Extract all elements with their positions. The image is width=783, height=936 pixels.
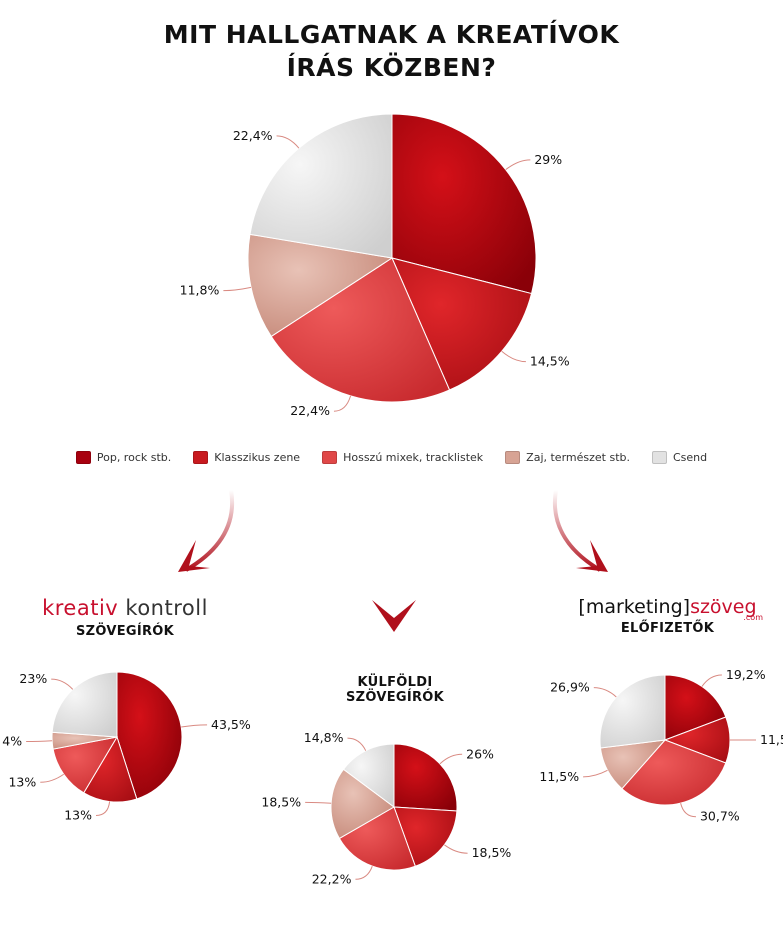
leader-line [355, 865, 373, 880]
legend-swatch [652, 451, 667, 464]
slice-label: 13% [8, 774, 36, 789]
kreativ-subtitle: SZÖVEGÍRÓK [75, 624, 175, 639]
pie-slice [664, 674, 727, 741]
legend-swatch [193, 451, 209, 464]
leader-line [305, 801, 332, 804]
pie-slice [393, 743, 458, 812]
pie-slice [391, 257, 533, 391]
kulfoldi-line1: KÜLFÖLDI [357, 675, 433, 690]
pie-slice [247, 233, 394, 338]
legend-item: Zaj, természet stb. [505, 451, 630, 464]
kulfoldi-pie: 26% 18,5% 22,2% 18,5% 14,8% [261, 730, 511, 886]
slice-label: 30,7% [700, 809, 740, 824]
legend-item: Hosszú mixek, tracklistek [322, 451, 483, 464]
slice-label: 14,5% [530, 354, 570, 369]
leader-line [583, 769, 608, 778]
legend-item: Pop, rock stb. [75, 451, 172, 464]
leader-line [276, 135, 300, 149]
slice-label: 14,8% [304, 730, 344, 745]
legend: Pop, rock stb. Klasszikus zene Hosszú mixe… [0, 451, 783, 464]
legend-item: Klasszikus zene [193, 451, 300, 464]
legend-label: Csend [673, 451, 708, 464]
slice-label: 19,2% [726, 667, 766, 682]
kreativ-kontroll-brand: kreativ kontroll SZÖVEGÍRÓK [20, 596, 230, 639]
slice-label: 18,5% [261, 794, 301, 809]
slice-label: 29% [534, 152, 562, 167]
arrow-left-icon [178, 489, 234, 572]
kreativ-kontroll-pie: 43,5% 13% 13% 4% 23% [2, 671, 251, 822]
leader-line [701, 674, 722, 687]
pie-slice [391, 113, 537, 295]
logo-part1: [marketing] [578, 596, 691, 618]
chart-title-line1: MIT HALLGATNAK A KREATÍVOK [163, 20, 620, 49]
pie-slice [621, 739, 727, 806]
slice-label: 23% [19, 671, 47, 686]
chart-title-line2: ÍRÁS KÖZBEN? [286, 53, 497, 82]
slice-label: 11,5% [539, 769, 579, 784]
leader-line [26, 740, 53, 742]
legend-label: Klasszikus zene [214, 451, 301, 464]
legend-label: Pop, rock stb. [96, 451, 172, 464]
pie-slice [51, 671, 118, 738]
pie-slice [52, 736, 118, 794]
slice-label: 26,9% [550, 680, 590, 695]
kulfoldi-brand: KÜLFÖLDI SZÖVEGÍRÓK [300, 675, 490, 705]
leader-line [680, 802, 696, 818]
slice-label: 43,5% [211, 717, 251, 732]
logo-part1: kreativ [42, 596, 119, 620]
arrow-middle-icon [372, 538, 416, 632]
main-pie: 29% 14,5% 22,4% 11,8% 22,4% [180, 113, 570, 418]
leader-line [593, 687, 617, 698]
leader-line [333, 395, 352, 412]
marketingszoveg-pie: 19,2% 11,5% 30,7% 11,5% 26,9% [539, 667, 783, 824]
slice-label: 4% [2, 733, 22, 748]
leader-line [51, 678, 74, 690]
pie-slice [270, 257, 451, 403]
logo-part2: szöveg [690, 596, 757, 618]
legend-swatch [75, 451, 91, 464]
chart-title: MIT HALLGATNAK A KREATÍVOK ÍRÁS KÖZBEN? [0, 18, 783, 84]
pie-slice [83, 735, 138, 803]
logo-suffix: .com [743, 613, 763, 622]
pie-slice [599, 674, 666, 749]
legend-item: Csend [652, 451, 707, 464]
marketingszoveg-logo: [marketing]szöveg .com [570, 596, 765, 622]
leader-line [444, 844, 468, 854]
pie-slice [116, 671, 183, 800]
leader-line [181, 724, 208, 728]
slice-label: 11,8% [180, 283, 220, 298]
leader-line [505, 159, 531, 171]
slice-label: 22,4% [233, 128, 273, 143]
leader-line [347, 737, 367, 751]
slice-label: 18,5% [472, 845, 512, 860]
slice-label: 11,5% [760, 732, 783, 747]
logo-part2: kontroll [125, 596, 208, 620]
leader-line [96, 801, 111, 816]
slice-label: 22,4% [290, 403, 330, 418]
marketing-subtitle: ELŐFIZETŐK [620, 621, 715, 636]
leader-line [40, 773, 65, 783]
kreativ-kontroll-logo: kreativ kontroll [20, 596, 230, 620]
kulfoldi-line2: SZÖVEGÍRÓK [345, 690, 445, 705]
legend-label: Hosszú mixek, tracklistek [343, 451, 484, 464]
legend-label: Zaj, természet stb. [526, 451, 630, 464]
marketingszoveg-brand: [marketing]szöveg .com ELŐFIZETŐK [570, 596, 765, 636]
slice-label: 13% [64, 807, 92, 822]
arrow-right-icon [553, 489, 608, 572]
pie-slice [249, 113, 393, 259]
legend-swatch [505, 451, 521, 464]
leader-line [439, 753, 463, 765]
slice-label: 26% [466, 746, 494, 761]
leader-line [223, 286, 252, 292]
leader-line [501, 350, 526, 363]
pie-slice [342, 743, 395, 808]
legend-swatch [322, 451, 338, 464]
slice-label: 22,2% [312, 871, 352, 886]
